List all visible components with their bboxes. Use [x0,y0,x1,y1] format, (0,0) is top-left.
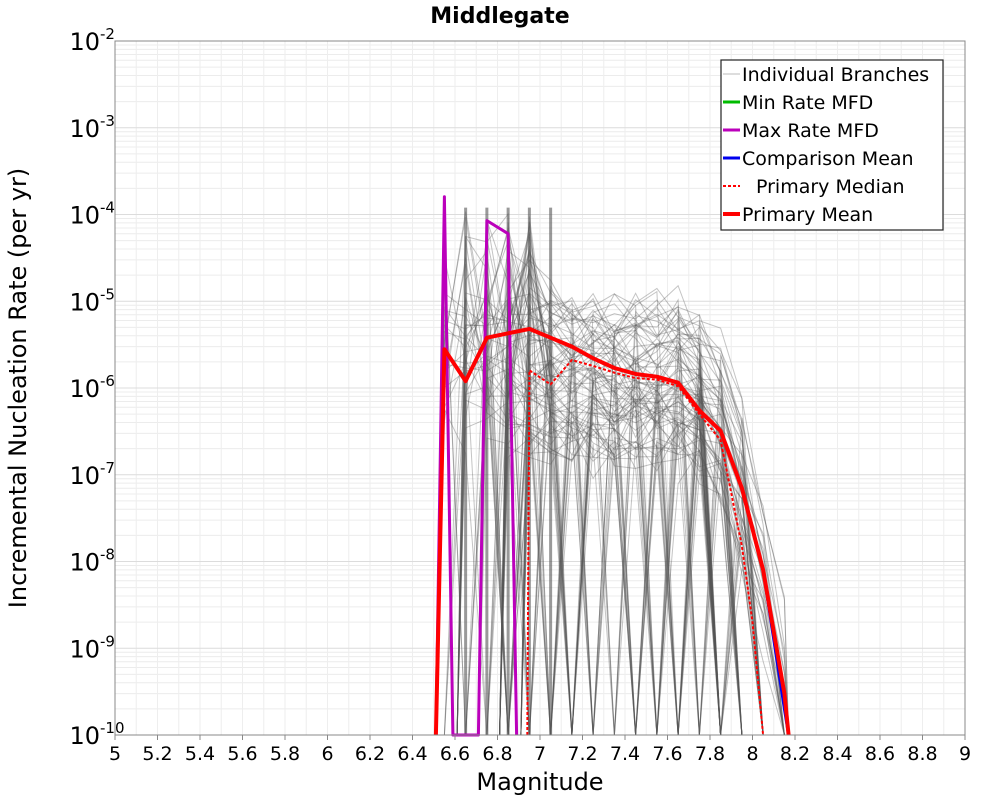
series-primary-mean [433,326,791,736]
branch-line [499,372,790,736]
x-axis-label: Magnitude [476,768,603,796]
x-tick-label: 7.2 [567,743,597,765]
y-tick-exponent: -10 [100,719,125,737]
x-tick-label: 8.8 [907,743,937,765]
branch-line [499,370,785,736]
y-tick-exponent: -3 [100,112,115,130]
x-tick-label: 6.6 [440,743,470,765]
branch-line [456,212,785,736]
y-tick-label: 10 [69,115,100,143]
branch-line [456,299,785,736]
y-tick-exponent: -5 [100,285,115,303]
legend: Individual Branches Min Rate MFD Max Rate … [720,59,944,231]
y-tick-label: 10 [69,288,100,316]
x-ticks: 5 5.2 5.4 5.6 5.8 6 6.2 6.4 6.6 6.8 7 7.2 7.4 7.6 7.8 8… [109,735,971,765]
x-tick-label: 7.6 [652,743,682,765]
y-tick-exponent: -8 [100,546,115,564]
x-tick-label: 6.8 [482,743,512,765]
x-tick-label: 6.4 [397,743,427,765]
branch-line [520,337,785,736]
y-tick-exponent: -9 [100,632,115,650]
x-tick-label: 6.2 [355,743,385,765]
branch-line [456,355,785,736]
x-tick-label: 6 [321,743,333,765]
series-primary-median [526,359,765,736]
branch-line [457,292,785,736]
branch-line [499,292,790,736]
branch-line [477,220,785,736]
legend-label: Comparison Mean [742,148,914,170]
branch-line [499,391,790,736]
y-tick-exponent: -4 [100,199,115,217]
x-tick-label: 8.2 [780,743,810,765]
x-tick-label: 5.6 [227,743,257,765]
legend-items: Individual Branches Min Rate MFD Max Rate … [723,64,929,226]
branch-line [499,428,785,736]
branch-line [499,292,790,736]
x-tick-label: 5.2 [142,743,172,765]
y-tick-exponent: -7 [100,459,115,477]
branch-line [499,384,785,736]
branch-line [477,410,785,736]
x-tick-label: 7.4 [610,743,640,765]
chart-title: Middlegate [430,4,569,29]
y-tick-label: 10 [69,462,100,490]
y-tick-exponent: -6 [100,372,115,390]
y-tick-label: 10 [69,635,100,663]
series-lines [433,195,791,737]
x-tick-label: 5 [109,743,121,765]
x-tick-label: 7 [534,743,546,765]
branch-line [499,259,790,736]
x-tick-label: 5.8 [270,743,300,765]
branch-line [456,268,785,736]
branch-line [520,285,785,736]
branch-line [499,293,790,736]
legend-label: Primary Mean [742,204,873,226]
legend-label: Individual Branches [742,64,929,86]
x-tick-label: 9 [959,743,971,765]
branch-line [499,253,790,736]
x-tick-label: 7.8 [695,743,725,765]
legend-label: Primary Median [756,176,905,198]
x-tick-label: 8.4 [822,743,852,765]
y-tick-label: 10 [69,722,100,750]
legend-label: Max Rate MFD [742,120,879,142]
legend-box [720,59,944,231]
y-tick-label: 10 [69,202,100,230]
x-tick-label: 5.4 [185,743,215,765]
branch-line [520,290,785,736]
legend-label: Min Rate MFD [742,92,873,114]
y-tick-label: 10 [69,549,100,577]
branch-line [499,411,785,736]
y-axis-label: Incremental Nucleation Rate (per yr) [4,168,32,608]
y-tick-exponent: -2 [100,25,115,43]
x-tick-label: 8.6 [865,743,895,765]
branch-line [520,286,785,736]
x-tick-label: 8 [746,743,758,765]
branch-line [499,292,785,736]
branch-line [456,237,785,736]
y-tick-label: 10 [69,375,100,403]
branch-line [499,412,786,736]
y-tick-label: 10 [69,28,100,56]
